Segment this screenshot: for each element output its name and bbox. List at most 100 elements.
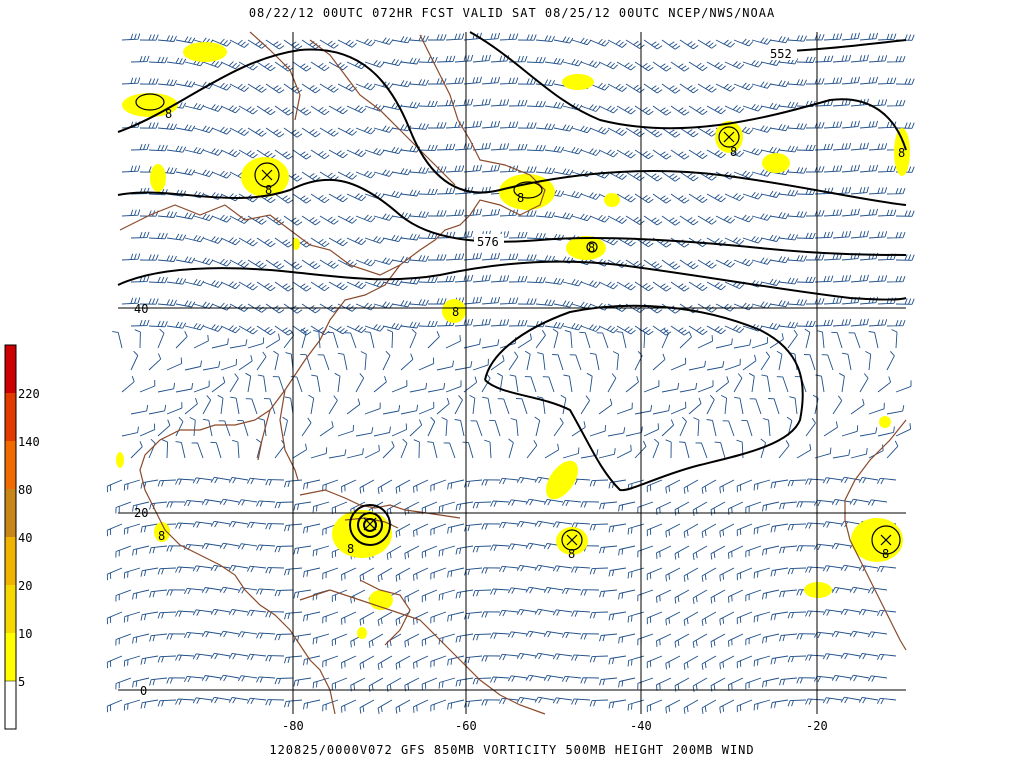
wind-barb [293,677,312,687]
wind-barb [346,105,367,114]
wind-barb [535,123,556,131]
wind-barb [322,567,339,580]
wind-barb [526,144,546,152]
wind-barb [589,170,610,179]
wind-barb [282,416,288,437]
wind-barb [515,398,528,415]
wind-barb [715,259,736,268]
wind-barb [463,252,482,261]
wind-barb [733,373,743,393]
wind-barb [831,498,852,506]
wind-barb [598,61,619,70]
wind-barb [355,170,376,179]
wind-barb [643,380,660,393]
wind-barb [148,188,168,196]
wind-barb [382,234,403,243]
wind-barb [166,57,187,65]
wind-barb [762,545,780,556]
wind-barb [436,187,456,195]
wind-barb [364,148,385,156]
wind-barb [831,630,852,638]
wind-barb [293,589,312,599]
color-scale: 220 140 80 40 20 10 5 [4,344,40,730]
wind-barb [413,523,429,537]
wind-barb [382,190,403,199]
wind-barb [211,82,232,91]
wind-barb [303,523,321,534]
wind-barb [665,699,681,714]
wind-barb [805,610,825,617]
wind-barb [337,424,354,437]
wind-barb [724,281,745,290]
wind-barb [428,78,447,85]
wind-barb [192,521,213,528]
wind-barb [292,105,312,116]
wind-barb [430,567,447,580]
wind-barb [733,214,754,223]
wind-barb [499,253,519,261]
wind-barb [310,149,330,160]
wind-barb [355,214,376,223]
wind-barb [292,325,312,336]
wind-barb [139,78,159,85]
wind-barb [625,127,645,137]
wind-barb [769,300,790,308]
wind-barb [760,102,781,110]
wind-barb [445,165,465,173]
wind-barb [447,523,465,534]
wind-barb [508,99,528,107]
wind-barb [184,360,202,371]
wind-barb [661,259,681,270]
wind-barb [787,211,807,218]
wind-barb [877,297,897,305]
wind-barb [202,418,213,437]
wind-barb [787,655,807,663]
wind-barb [237,631,258,638]
wind-barb [121,253,141,261]
wind-barb [148,56,168,64]
wind-barb [229,259,249,268]
wind-barb [301,259,321,270]
wind-barb [652,61,672,72]
wind-barb [580,280,601,288]
wind-barb [535,167,556,175]
wind-barb [445,380,462,393]
wind-barb [580,501,600,508]
wind-barb [246,653,267,661]
wind-barb [274,589,294,597]
wind-barb [418,401,435,415]
wind-barb [256,237,276,248]
wind-barb [742,192,763,200]
wind-barb [665,479,681,494]
wind-barb [337,171,357,180]
wind-barb [742,354,757,371]
wind-barb [534,652,555,660]
wind-barb [175,383,194,393]
wind-barb [683,699,699,714]
wind-barb [418,232,438,240]
wind-barb [517,254,537,261]
wind-barb [706,149,726,159]
longitude-labels: -80 -60 -40 -20 [282,719,828,733]
wind-barb [625,171,645,181]
wind-barb [284,655,303,664]
wind-barb [310,105,330,116]
wind-barb [149,545,168,554]
wind-barb [876,565,897,573]
wind-barb [803,354,816,371]
wind-barb [543,498,564,506]
wind-barb [391,168,412,176]
wind-barb [201,631,222,638]
wind-barb [161,439,169,459]
wind-barb [373,213,394,221]
wind-barb [719,655,735,670]
wind-barb [157,567,177,575]
wind-barb [742,236,763,244]
wind-barb [166,233,187,241]
wind-barb [436,231,456,239]
wind-barb [428,298,447,305]
wind-barb [229,83,249,92]
wind-barb [859,164,879,173]
wind-barb [355,258,376,267]
wind-barb [877,121,897,129]
